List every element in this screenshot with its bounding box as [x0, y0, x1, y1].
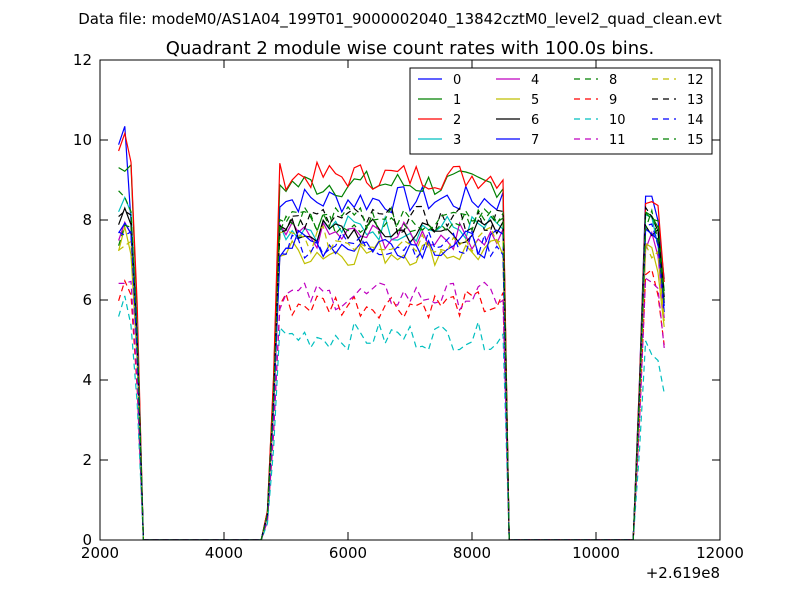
legend-label-5: 5: [531, 93, 539, 108]
y-tick-label: 6: [82, 291, 92, 309]
x-axis-offset-label: +2.619e8: [646, 564, 720, 582]
series-line-10: [118, 295, 665, 540]
legend-label-13: 13: [687, 93, 704, 108]
series-layer: [118, 126, 665, 540]
y-tick-label: 8: [82, 211, 92, 229]
series-line-12: [118, 225, 665, 540]
y-tick-label: 0: [82, 531, 92, 549]
legend-label-10: 10: [609, 113, 626, 128]
y-tick-label: 4: [82, 371, 92, 389]
legend-label-14: 14: [687, 113, 704, 128]
y-tick-label: 10: [73, 131, 92, 149]
x-tick-label: 6000: [329, 544, 367, 562]
legend-label-4: 4: [531, 73, 539, 88]
legend-label-15: 15: [687, 133, 704, 148]
series-line-0: [118, 126, 665, 540]
x-tick-label: 4000: [205, 544, 243, 562]
legend-label-2: 2: [453, 113, 461, 128]
figure-suptitle: Data file: modeM0/AS1A04_199T01_90000020…: [78, 10, 722, 29]
series-line-11: [118, 277, 665, 540]
y-tick-label: 12: [73, 51, 92, 69]
series-line-2: [118, 131, 665, 540]
series-line-5: [118, 226, 665, 540]
legend-label-7: 7: [531, 133, 539, 148]
series-line-6: [118, 206, 665, 540]
legend-label-9: 9: [609, 93, 617, 108]
y-tick-label: 2: [82, 451, 92, 469]
legend-label-0: 0: [453, 73, 461, 88]
series-line-9: [118, 268, 665, 540]
legend-frame: [409, 67, 713, 155]
series-line-4: [118, 220, 665, 540]
legend-label-3: 3: [453, 133, 461, 148]
x-tick-label: 10000: [572, 544, 620, 562]
series-line-1: [118, 163, 665, 540]
series-line-7: [118, 221, 665, 540]
legend-label-12: 12: [687, 73, 704, 88]
series-line-15: [118, 190, 665, 540]
x-axis-ticks: 2000 4000 6000 8000 10000 12000: [81, 60, 744, 562]
legend-label-11: 11: [609, 133, 626, 148]
x-tick-label: 12000: [696, 544, 744, 562]
legend-label-6: 6: [531, 113, 539, 128]
legend-label-1: 1: [453, 93, 461, 108]
series-line-8: [118, 205, 665, 540]
x-tick-label: 2000: [81, 544, 119, 562]
legend-label-8: 8: [609, 73, 617, 88]
series-line-14: [118, 223, 665, 540]
chart-title: Quadrant 2 module wise count rates with …: [166, 38, 655, 59]
x-tick-label: 8000: [453, 544, 491, 562]
